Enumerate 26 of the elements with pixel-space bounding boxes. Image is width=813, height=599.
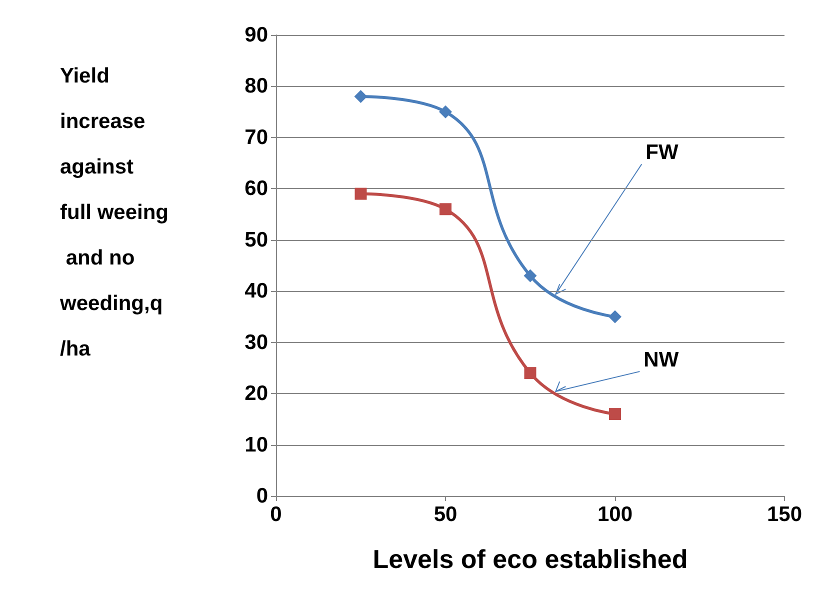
y-tick-label: 0 (256, 484, 268, 508)
point (438, 105, 452, 118)
y-tick-label: 90 (244, 24, 268, 46)
y-tick-label: 80 (244, 74, 268, 98)
y-tick-label: 60 (244, 177, 268, 200)
x-tick-label: 0 (270, 503, 282, 526)
x-tick-label: 100 (597, 503, 633, 526)
y-tick-label: 10 (244, 433, 268, 456)
point (524, 367, 536, 380)
y-tick-label: 40 (244, 280, 268, 303)
point (608, 408, 621, 420)
y-tick-label: 30 (244, 330, 268, 354)
y-axis-title: Yield increase against full weeing and no weeding,q /ha (59, 64, 169, 360)
x-axis-title: Levels of eco established (372, 544, 688, 574)
y-tick-label: 50 (244, 228, 268, 252)
point (439, 203, 452, 216)
point (608, 310, 622, 324)
y-tick-label: 20 (244, 382, 268, 406)
x-tick-label: 50 (434, 503, 458, 526)
text: NW (644, 348, 679, 372)
point (524, 269, 537, 282)
point (354, 188, 367, 200)
x-tick-label: 150 (766, 503, 802, 526)
point (354, 90, 368, 103)
text: FW (646, 141, 678, 164)
y-tick-label: 70 (244, 126, 268, 149)
